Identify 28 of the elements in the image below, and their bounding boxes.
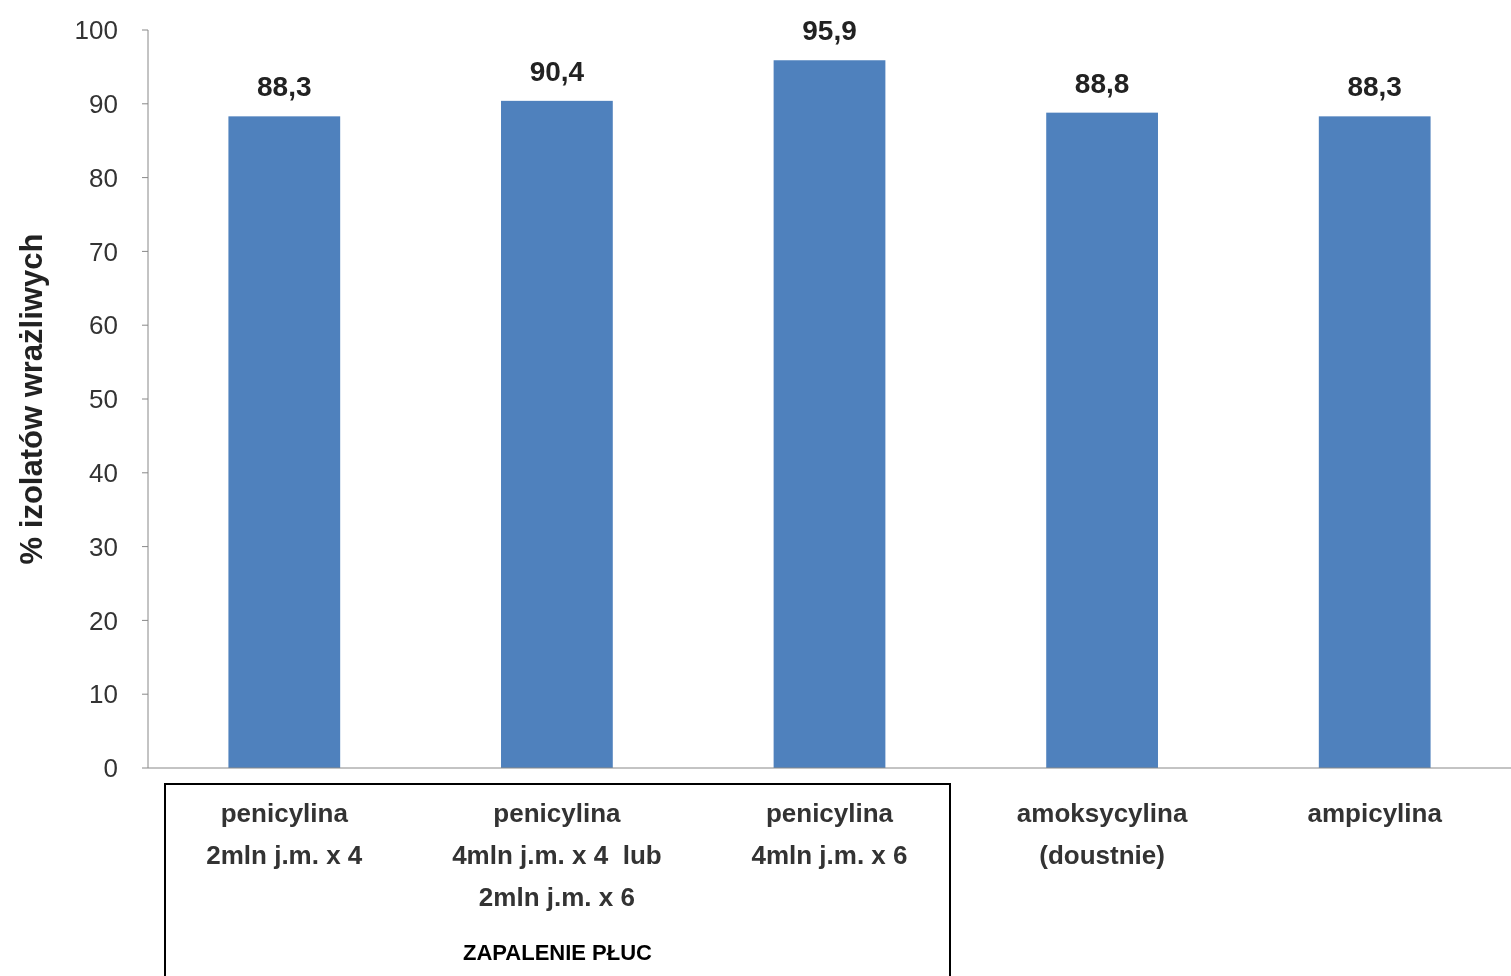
data-label: 88,3 [257,71,312,103]
y-tick-label: 80 [89,162,118,193]
y-tick-label: 70 [89,236,118,267]
y-tick-label: 20 [89,605,118,636]
y-tick-label: 0 [103,753,118,784]
text: ZAPALENIE PŁUC [462,940,653,965]
x-tick-label: amoksycylina (doustnie) [1016,798,1188,870]
x-tick-label: penicylina 2mln j.m. x 4 [206,798,363,870]
y-axis-title: % izolatów wrażliwych [14,233,49,565]
y-tick-label: 30 [89,531,118,562]
y-tick-label: 90 [89,88,118,119]
x-tick-label: penicylina 4mln j.m. x 6 [751,798,908,870]
x-tick-label: ampicylina [1307,798,1443,828]
bar [1046,112,1158,768]
y-tick-label: 40 [89,457,118,488]
bar [1318,116,1431,768]
y-tick-label: 10 [89,679,118,710]
bar [501,100,613,768]
data-label: 88,8 [1074,67,1130,99]
bar [773,60,886,768]
data-label: 88,3 [1347,71,1402,103]
y-tick-label: 50 [89,384,118,415]
x-tick-label: penicylina 4mln j.m. x 4 lub 2mln j.m. x 6 [452,798,662,912]
data-label: 95,9 [802,15,857,47]
data-label: 90,4 [529,55,585,87]
y-tick-label: 100 [74,15,118,46]
bar [228,116,341,768]
y-tick-label: 60 [89,310,118,341]
